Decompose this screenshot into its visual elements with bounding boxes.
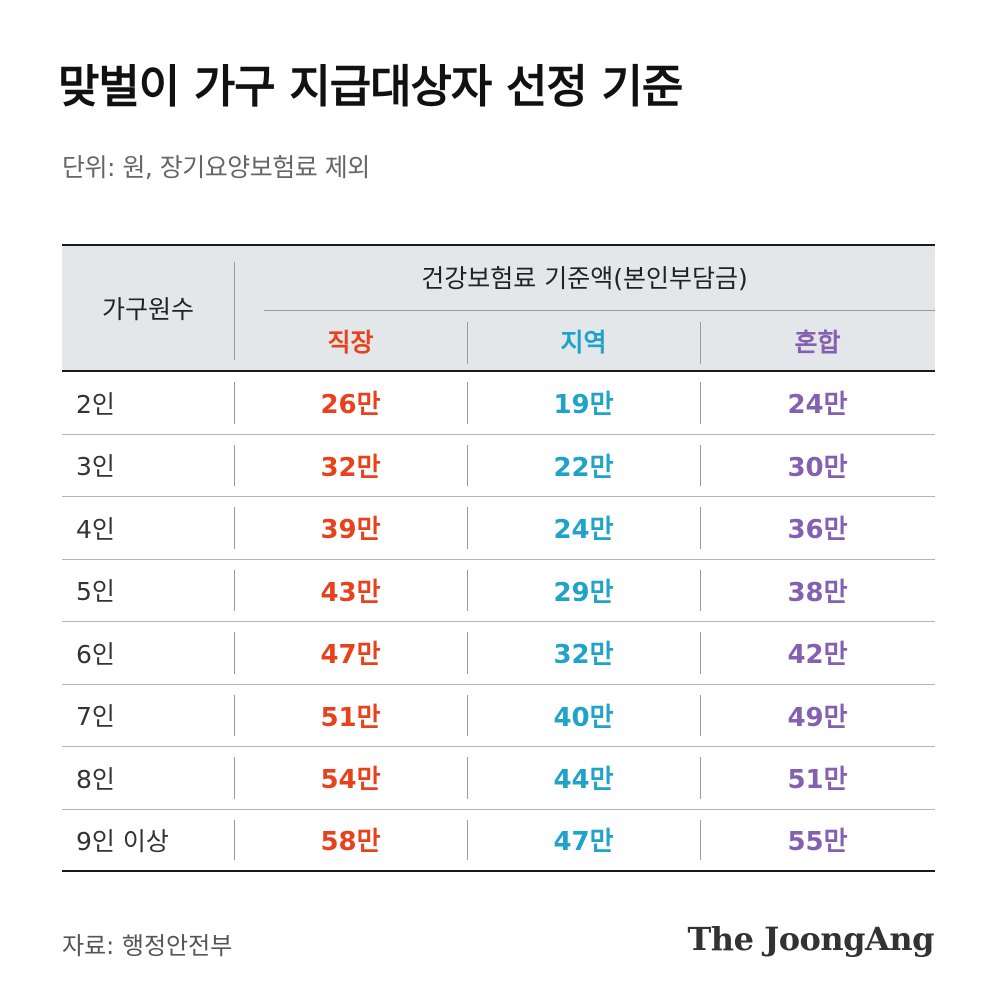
household-size-label: 5인 — [76, 577, 115, 607]
value-cell-mixed: 42만 — [787, 640, 848, 671]
table-row: 7인 51만 40만 49만 — [62, 685, 935, 747]
value-cell-regional: 29만 — [553, 577, 614, 608]
page-title: 맞벌이 가구 지급대상자 선정 기준 — [58, 60, 683, 113]
value-cell-regional: 24만 — [553, 515, 614, 546]
value-cell-mixed: 36만 — [787, 515, 848, 546]
table-row: 8인 54만 44만 51만 — [62, 747, 935, 810]
value-cell-mixed: 30만 — [787, 452, 848, 483]
insurance-group-header: 건강보험료 기준액(본인부담금) — [421, 264, 748, 293]
column-divider — [234, 507, 235, 549]
table-row: 9인 이상 58만 47만 55만 — [62, 810, 935, 872]
column-divider — [700, 819, 701, 860]
household-size-label: 9인 이상 — [76, 826, 169, 856]
value-cell-regional: 22만 — [553, 452, 614, 483]
header-divider — [234, 262, 235, 360]
table-body: 2인 26만 19만 24만 3인 32만 22만 30만 4인 39만 24만 36만 5인 43만 29… — [62, 372, 935, 872]
household-size-label: 7인 — [76, 702, 115, 732]
household-size-label: 8인 — [76, 764, 115, 794]
value-cell-workplace: 51만 — [320, 702, 381, 733]
column-divider — [700, 632, 701, 674]
column-divider — [467, 694, 468, 736]
column-divider — [467, 444, 468, 486]
column-divider — [467, 507, 468, 549]
column-divider — [467, 632, 468, 674]
table-row: 3인 32만 22만 30만 — [62, 435, 935, 497]
column-divider — [700, 382, 701, 424]
column-header-workplace: 직장 — [327, 327, 374, 357]
source-note: 자료: 행정안전부 — [62, 932, 233, 960]
column-divider — [234, 569, 235, 611]
value-cell-mixed: 38만 — [787, 577, 848, 608]
brand-logo: The JoongAng — [687, 920, 934, 958]
column-divider — [700, 322, 701, 364]
column-divider — [234, 632, 235, 674]
value-cell-workplace: 32만 — [320, 452, 381, 483]
table-header: 가구원수 건강보험료 기준액(본인부담금) 직장 지역 혼합 — [62, 244, 935, 372]
column-divider — [467, 757, 468, 799]
column-divider — [234, 382, 235, 424]
value-cell-regional: 32만 — [553, 640, 614, 671]
table-row: 6인 47만 32만 42만 — [62, 622, 935, 685]
column-divider — [467, 819, 468, 860]
household-size-label: 6인 — [76, 639, 115, 669]
column-divider — [234, 757, 235, 799]
household-size-label: 4인 — [76, 514, 115, 544]
group-header-underline — [264, 310, 935, 311]
table-row: 5인 43만 29만 38만 — [62, 560, 935, 622]
household-size-label: 3인 — [76, 452, 115, 482]
column-divider — [700, 757, 701, 799]
value-cell-regional: 44만 — [553, 765, 614, 796]
table-row: 4인 39만 24만 36만 — [62, 497, 935, 560]
column-divider — [700, 694, 701, 736]
column-divider — [234, 444, 235, 486]
value-cell-regional: 40만 — [553, 702, 614, 733]
unit-note: 단위: 원, 장기요양보험료 제외 — [62, 153, 370, 182]
value-cell-workplace: 58만 — [320, 827, 381, 858]
column-divider — [467, 569, 468, 611]
value-cell-regional: 47만 — [553, 827, 614, 858]
column-divider — [700, 444, 701, 486]
value-cell-mixed: 51만 — [787, 765, 848, 796]
value-cell-mixed: 49만 — [787, 702, 848, 733]
column-divider — [234, 819, 235, 860]
table-row: 2인 26만 19만 24만 — [62, 372, 935, 435]
column-divider — [467, 382, 468, 424]
column-divider — [700, 569, 701, 611]
value-cell-workplace: 39만 — [320, 515, 381, 546]
column-divider — [467, 322, 468, 364]
household-size-header: 가구원수 — [101, 295, 194, 324]
column-divider — [700, 507, 701, 549]
column-header-regional: 지역 — [560, 327, 607, 357]
value-cell-mixed: 55만 — [787, 827, 848, 858]
value-cell-workplace: 43만 — [320, 577, 381, 608]
household-size-label: 2인 — [76, 389, 115, 419]
value-cell-workplace: 54만 — [320, 765, 381, 796]
value-cell-workplace: 47만 — [320, 640, 381, 671]
criteria-table: 가구원수 건강보험료 기준액(본인부담금) 직장 지역 혼합 2인 26만 19만 2… — [62, 244, 935, 872]
value-cell-workplace: 26만 — [320, 390, 381, 421]
column-divider — [234, 694, 235, 736]
value-cell-regional: 19만 — [553, 390, 614, 421]
column-header-mixed: 혼합 — [794, 327, 841, 357]
value-cell-mixed: 24만 — [787, 390, 848, 421]
